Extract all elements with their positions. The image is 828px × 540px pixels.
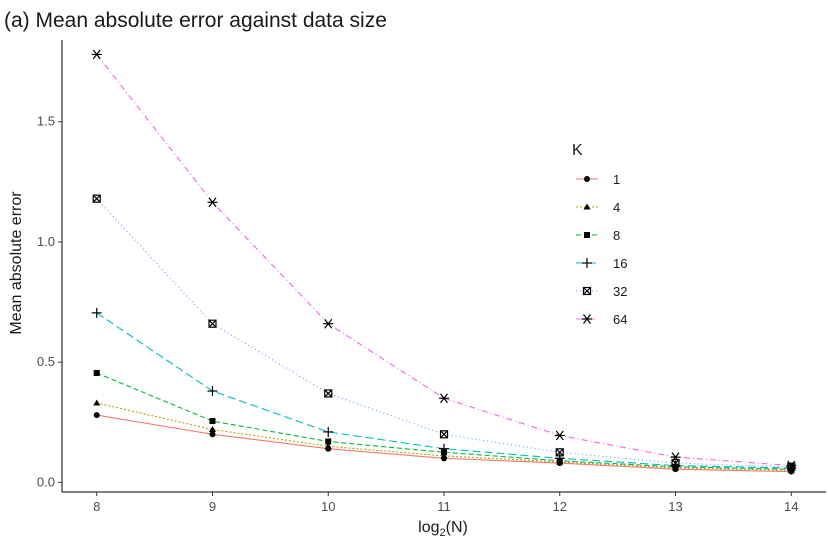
y-tick-label: 0.0 xyxy=(37,474,55,489)
x-axis-title: log2(N) xyxy=(418,519,468,539)
data-point xyxy=(786,460,797,471)
legend-item-16: 16 xyxy=(576,256,627,271)
chart-title: (a) Mean absolute error against data siz… xyxy=(4,9,387,32)
data-point xyxy=(208,425,216,432)
x-axis-title-main: log xyxy=(418,519,439,536)
legend-key-marker xyxy=(584,176,590,182)
x-tick-label: 12 xyxy=(553,499,567,514)
data-point xyxy=(91,49,102,60)
data-point xyxy=(323,318,334,329)
x-axis-title-sub: 2 xyxy=(440,527,446,539)
series-line-1 xyxy=(96,414,792,473)
x-axis-title-rest: (N) xyxy=(446,519,468,536)
legend-label: 8 xyxy=(613,228,620,243)
data-point xyxy=(209,418,216,425)
data-point xyxy=(209,431,216,438)
series-32 xyxy=(92,194,796,471)
x-axis: 8 9 10 11 12 13 14 xyxy=(62,491,826,514)
plot-area xyxy=(91,49,797,475)
data-point xyxy=(207,386,218,397)
y-axis: 0.0 0.5 1.0 1.5 xyxy=(37,40,63,492)
legend-key-marker xyxy=(582,258,592,268)
y-tick-label: 1.5 xyxy=(37,114,55,129)
data-point xyxy=(93,399,101,406)
series-64 xyxy=(91,49,797,471)
legend: K 1 4 8 16 32 64 xyxy=(572,142,627,327)
data-point xyxy=(554,430,565,441)
y-tick-label: 1.0 xyxy=(37,234,55,249)
data-point xyxy=(439,430,449,439)
legend-item-1: 1 xyxy=(576,172,620,187)
legend-key-marker xyxy=(582,286,592,296)
data-point xyxy=(207,197,218,208)
data-point xyxy=(439,393,449,404)
data-point xyxy=(323,426,334,437)
data-point xyxy=(93,369,100,376)
y-tick-label: 0.5 xyxy=(37,354,55,369)
y-axis-title: Mean absolute error xyxy=(8,191,25,335)
data-point xyxy=(93,412,100,419)
legend-label: 64 xyxy=(613,312,627,327)
x-tick-label: 9 xyxy=(209,499,216,514)
x-tick-label: 10 xyxy=(321,499,335,514)
data-point xyxy=(439,443,449,454)
legend-title: K xyxy=(572,142,583,159)
series-4 xyxy=(93,399,795,473)
x-tick-label: 14 xyxy=(784,499,798,514)
series-1 xyxy=(93,412,795,475)
data-point xyxy=(324,389,333,398)
data-point xyxy=(91,307,102,318)
legend-item-64: 64 xyxy=(576,312,627,327)
legend-key-marker xyxy=(583,203,591,210)
data-point xyxy=(208,319,217,328)
legend-item-32: 32 xyxy=(576,284,627,299)
legend-label: 4 xyxy=(613,200,620,215)
series-16 xyxy=(91,307,797,473)
legend-label: 1 xyxy=(613,172,620,187)
data-point xyxy=(555,448,564,457)
data-point xyxy=(670,452,681,463)
data-point xyxy=(325,438,332,445)
x-tick-label: 8 xyxy=(93,499,100,514)
x-tick-label: 13 xyxy=(668,499,682,514)
series-line-32 xyxy=(96,198,792,468)
data-point xyxy=(554,453,565,464)
legend-key-marker xyxy=(582,314,592,324)
data-point xyxy=(440,452,448,459)
x-tick-label: 11 xyxy=(437,499,451,514)
legend-item-8: 8 xyxy=(576,228,620,243)
series-line-64 xyxy=(96,54,792,467)
legend-label: 32 xyxy=(613,284,627,299)
legend-key-marker xyxy=(584,232,590,238)
data-point xyxy=(92,194,101,203)
legend-label: 16 xyxy=(613,256,627,271)
legend-item-4: 4 xyxy=(576,200,620,215)
data-point xyxy=(324,442,332,449)
